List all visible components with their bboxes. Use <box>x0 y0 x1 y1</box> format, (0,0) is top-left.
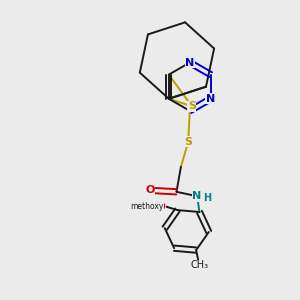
Text: N: N <box>185 58 194 68</box>
Text: H: H <box>204 193 212 203</box>
Text: N: N <box>206 94 215 104</box>
Text: O: O <box>145 185 155 195</box>
Text: CH₃: CH₃ <box>190 260 209 270</box>
Text: S: S <box>188 101 196 111</box>
Text: S: S <box>184 137 192 147</box>
Text: N: N <box>193 191 202 201</box>
Text: methoxy: methoxy <box>130 202 164 211</box>
Text: O: O <box>156 202 165 212</box>
